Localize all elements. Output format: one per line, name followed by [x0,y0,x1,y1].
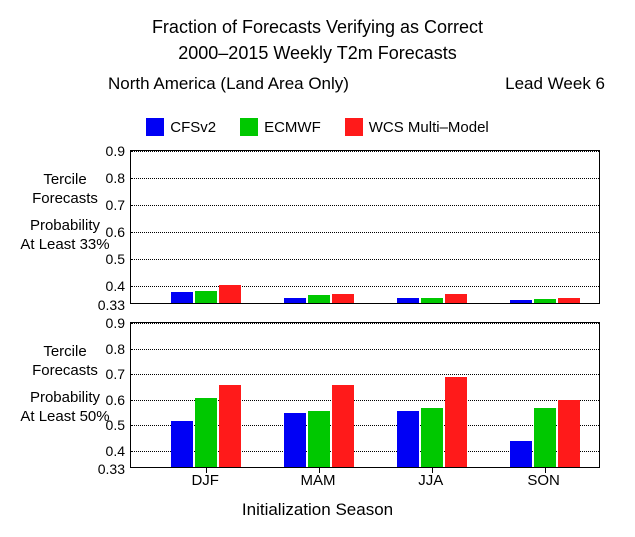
y-tick-label: 0.9 [106,143,125,159]
side-label-text: Probability [30,217,100,234]
y-tick-label: 0.33 [98,297,125,313]
bar [284,298,306,303]
bar [397,411,419,467]
bar [195,398,217,467]
legend: CFSv2 ECMWF WCS Multi–Model [0,118,635,136]
gridline [131,205,599,206]
bar [510,441,532,467]
side-label-text: At Least 50% [20,408,109,425]
bar [171,421,193,467]
y-tick-label: 0.5 [106,251,125,267]
x-tick-label: JJA [418,472,443,489]
bar [219,285,241,303]
subtitle-right: Lead Week 6 [505,74,605,94]
x-tick-label: DJF [191,472,219,489]
y-tick-label: 0.6 [106,224,125,240]
y-tick-label: 0.7 [106,366,125,382]
subtitle-left: North America (Land Area Only) [108,74,349,94]
gridline [131,232,599,233]
gridline [131,151,599,152]
legend-label: CFSv2 [170,119,216,136]
y-tick-label: 0.4 [106,278,125,294]
y-tick-label: 0.7 [106,197,125,213]
y-tick-label: 0.9 [106,315,125,331]
plot-top: 0.330.40.50.60.70.80.9 [130,150,600,304]
x-labels: DJF MAM JJA SON [130,472,600,496]
gridline [131,374,599,375]
title-line-2: 2000–2015 Weekly T2m Forecasts [0,40,635,66]
gridline [131,349,599,350]
bar [534,299,556,303]
legend-item: WCS Multi–Model [345,118,489,136]
bar [308,411,330,467]
y-tick-label: 0.33 [98,461,125,477]
bar [421,298,443,303]
bar [558,400,580,467]
y-tick-label: 0.6 [106,392,125,408]
bar [219,385,241,467]
legend-item: CFSv2 [146,118,216,136]
chart-titles: Fraction of Forecasts Verifying as Corre… [0,14,635,66]
side-label-text: Forecasts [32,190,98,207]
bar [284,413,306,467]
legend-swatch [146,118,164,136]
gridline [131,286,599,287]
legend-swatch [345,118,363,136]
legend-swatch [240,118,258,136]
x-tick-label: SON [527,472,560,489]
x-tick-label: MAM [301,472,336,489]
bar [171,292,193,303]
bar [421,408,443,467]
bar [397,298,419,303]
bar [332,294,354,303]
side-label-text: Forecasts [32,362,98,379]
bar [445,294,467,303]
y-tick-label: 0.5 [106,417,125,433]
x-axis-title: Initialization Season [0,500,635,520]
title-line-1: Fraction of Forecasts Verifying as Corre… [0,14,635,40]
side-label-text: Tercile [43,343,86,360]
gridline [131,178,599,179]
legend-label: ECMWF [264,119,321,136]
bar [558,298,580,303]
bar [195,291,217,303]
y-tick-label: 0.8 [106,170,125,186]
chart-page: Fraction of Forecasts Verifying as Corre… [0,0,635,537]
legend-item: ECMWF [240,118,321,136]
side-label-text: Probability [30,389,100,406]
y-tick-label: 0.4 [106,443,125,459]
bar [510,300,532,303]
side-label-text: At Least 33% [20,236,109,253]
gridline [131,259,599,260]
bar [445,377,467,467]
y-tick-label: 0.8 [106,341,125,357]
plot-bottom: 0.330.40.50.60.70.80.9 [130,322,600,468]
bar [332,385,354,467]
gridline [131,323,599,324]
bar [534,408,556,467]
side-label-text: Tercile [43,171,86,188]
bar [308,295,330,303]
legend-label: WCS Multi–Model [369,119,489,136]
